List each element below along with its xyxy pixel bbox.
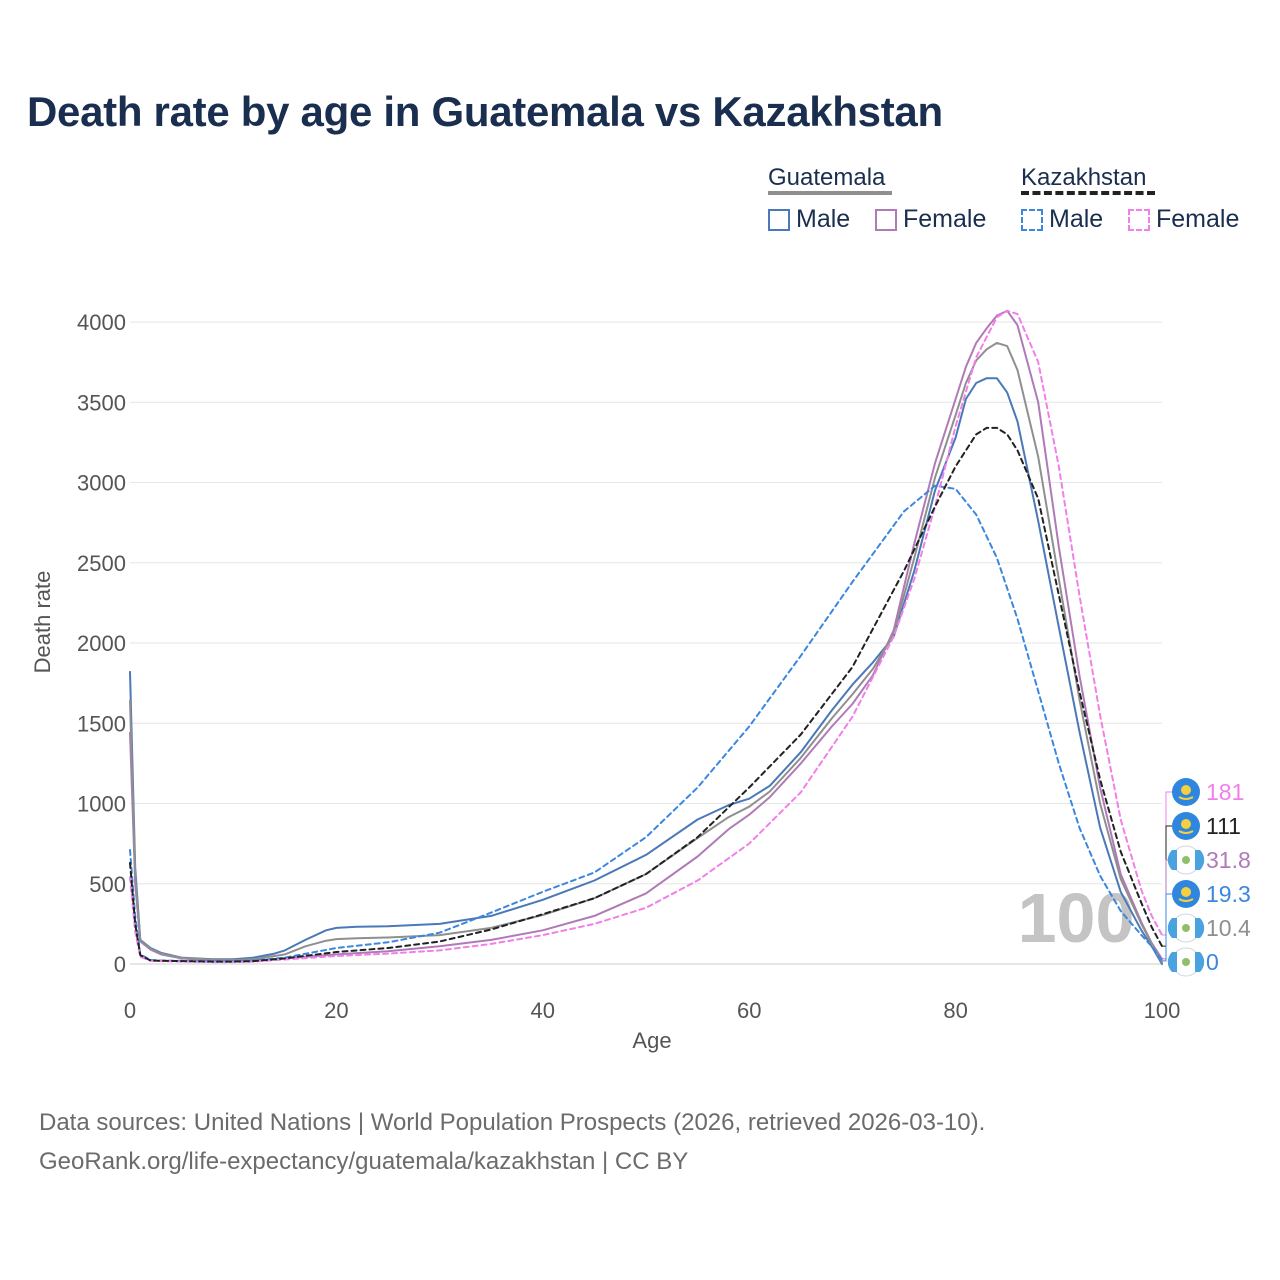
flag-emblem — [1182, 924, 1190, 932]
end-label-guatemala: 31.8 — [1167, 845, 1251, 875]
series-line-guatemala-total[interactable] — [129, 341, 1163, 964]
flag-eagle — [1178, 796, 1194, 800]
grid — [130, 321, 1162, 965]
legend-swatch-guatemala-female — [875, 208, 897, 231]
y-tick-label: 1500 — [77, 711, 126, 736]
y-tick-label: 3500 — [77, 390, 126, 415]
legend-label: Male — [1049, 205, 1104, 233]
end-label-kazakhstan: 19.3 — [1172, 880, 1251, 908]
x-tick-label: 80 — [943, 998, 967, 1023]
x-tick-label: 20 — [324, 998, 348, 1023]
y-tick-label: 2500 — [77, 551, 126, 576]
end-label-value: 19.3 — [1206, 881, 1251, 907]
legend-label: Female — [1156, 205, 1240, 233]
y-tick-label: 4000 — [77, 310, 126, 335]
flag-stripe-left — [1167, 918, 1177, 938]
x-tick-label: 60 — [737, 998, 761, 1023]
flag-stripe-left — [1167, 952, 1177, 972]
legend-swatch-kazakhstan-male — [1021, 208, 1043, 231]
y-axis-ticks: 0 500 1000 1500 2000 2500 3000 3500 4000 — [77, 310, 126, 977]
legend-label: Male — [796, 205, 851, 233]
legend-label: Female — [903, 205, 987, 233]
end-label-kazakhstan: 111 — [1172, 812, 1241, 840]
end-label-guatemala: 0 — [1167, 947, 1219, 977]
legend-item-guatemala-female[interactable]: Female — [875, 205, 986, 234]
flag-eagle — [1178, 898, 1194, 902]
end-label-value: 10.4 — [1206, 915, 1251, 941]
watermark-layer: 100 — [1018, 879, 1135, 957]
source-line-2[interactable]: GeoRank.org/life-expectancy/guatemala/ka… — [39, 1148, 689, 1175]
legend-item-kazakhstan-male[interactable]: Male — [1021, 205, 1103, 234]
end-label-leader — [1162, 859, 1172, 960]
x-tick-label: 100 — [1144, 998, 1181, 1023]
legend-swatch-guatemala-male — [768, 208, 790, 231]
legend-item-kazakhstan-female[interactable]: Female — [1128, 205, 1239, 234]
legend-item-guatemala-male[interactable]: Male — [768, 205, 850, 234]
chart-title: Death rate by age in Guatemala vs Kazakh… — [27, 88, 943, 135]
series-line-guatemala-female[interactable] — [129, 309, 1163, 962]
flag-sun — [1181, 887, 1191, 897]
flag-stripe-right — [1195, 850, 1205, 870]
legend-group-guatemala-line — [768, 191, 892, 195]
series-line-kazakhstan-female[interactable] — [129, 309, 1163, 964]
source-line-1: Data sources: United Nations | World Pop… — [39, 1109, 986, 1136]
flag-sun — [1181, 785, 1191, 795]
end-label-value: 31.8 — [1206, 847, 1251, 873]
y-tick-label: 1000 — [77, 792, 126, 817]
series-line-guatemala-male[interactable] — [129, 377, 1163, 965]
y-tick-label: 3000 — [77, 471, 126, 496]
x-axis-ticks: 0 20 40 60 80 100 — [124, 998, 1180, 1023]
end-label-guatemala: 10.4 — [1167, 913, 1251, 943]
flag-eagle — [1178, 830, 1194, 834]
flag-stripe-right — [1195, 918, 1205, 938]
x-axis-label: Age — [632, 1028, 671, 1053]
watermark-year: 100 — [1018, 879, 1135, 957]
end-label-value: 181 — [1206, 779, 1244, 805]
y-tick-label: 2000 — [77, 631, 126, 656]
legend-group-kazakhstan-line — [1021, 191, 1155, 195]
y-tick-label: 500 — [89, 872, 126, 897]
end-label-value: 111 — [1206, 813, 1241, 839]
end-label-value: 0 — [1206, 949, 1219, 975]
x-tick-label: 0 — [124, 998, 136, 1023]
end-label-leader — [1162, 893, 1172, 962]
end-label-kazakhstan: 181 — [1172, 778, 1244, 806]
flag-emblem — [1182, 856, 1190, 864]
legend-group-guatemala-title: Guatemala — [768, 164, 886, 191]
legend-swatch-kazakhstan-female — [1128, 208, 1150, 231]
series-line-kazakhstan-total[interactable] — [129, 426, 1163, 963]
end-labels: 181 111 31.8 19.3 10.4 0 — [1162, 778, 1251, 977]
flag-stripe-left — [1167, 850, 1177, 870]
x-tick-label: 40 — [531, 998, 555, 1023]
y-axis-label: Death rate — [30, 571, 55, 674]
series-lines — [129, 309, 1163, 965]
legend-group-kazakhstan-title: Kazakhstan — [1021, 164, 1147, 191]
flag-emblem — [1182, 958, 1190, 966]
flag-sun — [1181, 819, 1191, 829]
series-line-kazakhstan-male[interactable] — [129, 484, 1163, 963]
y-tick-label: 0 — [114, 952, 126, 977]
flag-stripe-right — [1195, 952, 1205, 972]
